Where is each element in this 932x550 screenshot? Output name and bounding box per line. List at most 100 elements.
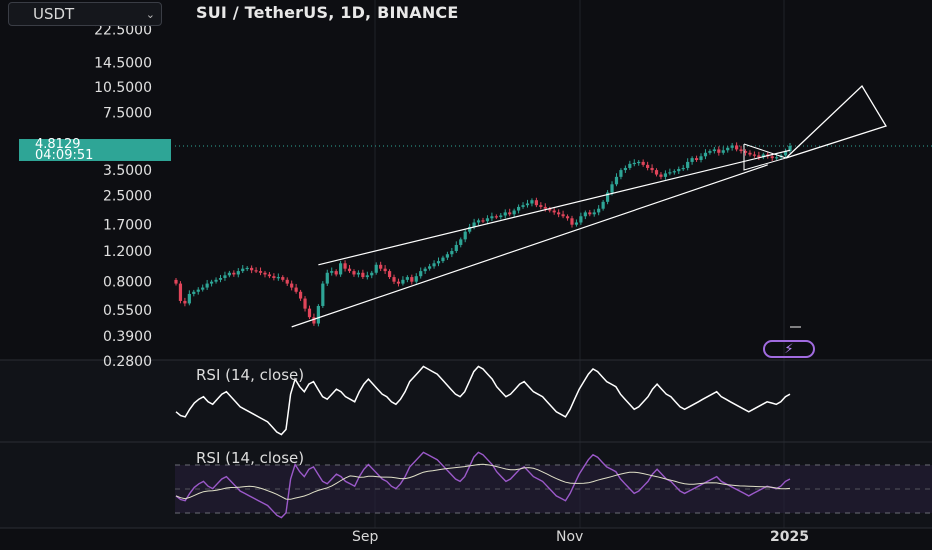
rsi-pane-1-label[interactable]: RSI (14, close) bbox=[196, 366, 305, 384]
candle-body bbox=[410, 277, 414, 282]
candle-body bbox=[192, 291, 196, 294]
candle-body bbox=[205, 283, 209, 288]
candle-body bbox=[201, 287, 205, 290]
candle-body bbox=[374, 264, 378, 273]
currency-selector[interactable]: USDT ⌄ bbox=[8, 2, 162, 26]
candle-body bbox=[428, 266, 432, 269]
candle-body bbox=[472, 222, 476, 227]
candle-body bbox=[227, 272, 231, 276]
candle-body bbox=[623, 167, 627, 171]
rsi-2-ma-line bbox=[175, 463, 791, 500]
candle-body bbox=[605, 192, 610, 202]
candle-body bbox=[476, 220, 481, 223]
candle-body bbox=[641, 161, 645, 165]
candle-body bbox=[347, 268, 352, 272]
candle-body bbox=[632, 162, 636, 165]
candle-body bbox=[592, 212, 596, 215]
candle-body bbox=[743, 151, 748, 153]
candle-body bbox=[521, 205, 525, 207]
candle-body bbox=[735, 145, 739, 150]
candle-body bbox=[730, 145, 734, 148]
pennant-drawing[interactable] bbox=[743, 143, 788, 171]
candle-body bbox=[414, 276, 418, 282]
candle-body bbox=[534, 200, 538, 206]
candle-body bbox=[290, 283, 294, 288]
candle-body bbox=[321, 283, 325, 306]
candle-body bbox=[445, 254, 450, 258]
candle-body bbox=[401, 279, 405, 284]
projection-arrow-drawing[interactable] bbox=[785, 84, 887, 159]
last-price-value: 4.8129 bbox=[35, 137, 81, 152]
candle-body bbox=[659, 174, 663, 177]
candle-body bbox=[783, 151, 788, 156]
candle-body bbox=[508, 212, 512, 215]
candle-body bbox=[775, 157, 779, 159]
candle-body bbox=[387, 271, 392, 278]
channel-lower-trendline[interactable] bbox=[291, 164, 768, 328]
candle-body bbox=[454, 244, 458, 252]
candle-body bbox=[485, 218, 490, 222]
candle-body bbox=[183, 300, 187, 304]
candle-body bbox=[174, 279, 178, 284]
candle-body bbox=[419, 271, 423, 277]
candle-body bbox=[245, 267, 249, 270]
candle-body bbox=[543, 206, 547, 209]
candle-body bbox=[512, 210, 516, 215]
alert-button[interactable]: ⚡ bbox=[763, 340, 815, 358]
candle-body bbox=[196, 289, 200, 292]
candle-body bbox=[450, 251, 454, 255]
candle-body bbox=[552, 210, 556, 213]
candle-body bbox=[379, 264, 383, 269]
candle-body bbox=[214, 279, 218, 282]
rsi-1-line bbox=[175, 365, 791, 436]
candle-body bbox=[459, 239, 463, 245]
price-axis[interactable]: 22.5000 14.5000 10.5000 7.5000 3.5000 2.5000 1… bbox=[94, 22, 152, 370]
time-label-2025: 2025 bbox=[770, 529, 809, 545]
rsi-pane-2-label[interactable]: RSI (14, close) bbox=[196, 449, 305, 467]
candle-body bbox=[223, 275, 227, 278]
candle-body bbox=[490, 216, 494, 219]
candle-body bbox=[423, 268, 427, 272]
candle-body bbox=[396, 281, 401, 284]
candles-layer bbox=[174, 142, 792, 327]
candle-body bbox=[654, 170, 659, 175]
candle-body bbox=[392, 277, 396, 282]
price-axis-label: 0.8000 bbox=[103, 275, 152, 291]
candle-body bbox=[272, 276, 276, 278]
candle-body bbox=[352, 271, 356, 275]
bar-countdown: 04:09:51 bbox=[35, 148, 94, 163]
candle-body bbox=[699, 156, 703, 160]
candle-body bbox=[254, 270, 258, 272]
time-label-sep: Sep bbox=[352, 529, 379, 545]
candle-body bbox=[739, 149, 743, 152]
candle-body bbox=[646, 164, 650, 168]
candle-body bbox=[579, 216, 583, 223]
candle-body bbox=[788, 146, 792, 152]
candle-body bbox=[525, 203, 530, 206]
rsi-2-layer bbox=[175, 451, 791, 519]
candle-body bbox=[356, 272, 361, 275]
candle-body bbox=[712, 149, 716, 152]
price-axis-label: 7.5000 bbox=[103, 105, 152, 121]
candle-body bbox=[463, 231, 467, 240]
candle-body bbox=[516, 206, 521, 211]
candle-body bbox=[588, 212, 592, 215]
candle-body bbox=[752, 154, 757, 156]
candle-body bbox=[232, 272, 236, 275]
price-axis-label: 14.5000 bbox=[94, 56, 152, 72]
candle-body bbox=[601, 201, 605, 209]
candle-body bbox=[726, 147, 730, 151]
trendlines-layer[interactable] bbox=[291, 84, 887, 328]
candle-body bbox=[481, 220, 485, 222]
currency-selector-label: USDT bbox=[33, 5, 75, 23]
rsi-2-line bbox=[175, 451, 791, 519]
candle-body bbox=[236, 271, 240, 275]
candle-body bbox=[717, 149, 721, 153]
candle-body bbox=[334, 271, 338, 275]
channel-upper-trendline[interactable] bbox=[318, 149, 791, 266]
candle-body bbox=[218, 277, 223, 280]
candle-body bbox=[610, 184, 614, 193]
candle-body bbox=[628, 163, 632, 168]
